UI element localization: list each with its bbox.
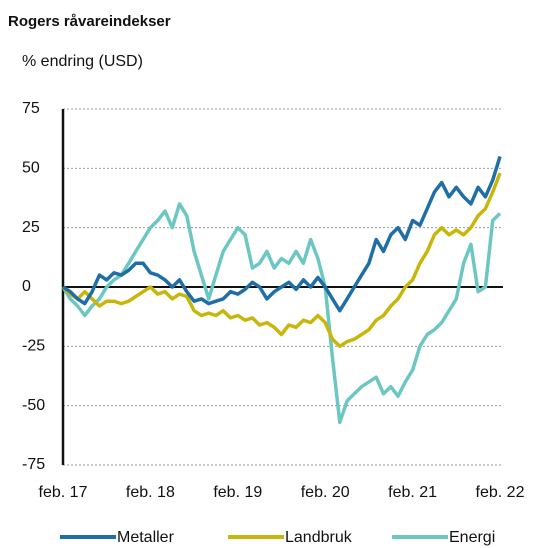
y-tick-label: 75 xyxy=(22,100,40,117)
y-tick-label: -75 xyxy=(22,456,45,473)
x-tick-label: feb. 17 xyxy=(39,484,88,501)
y-tick-label: -25 xyxy=(22,338,45,355)
x-tick-label: feb. 20 xyxy=(301,484,350,501)
x-tick-label: feb. 19 xyxy=(213,484,262,501)
legend-label: Landbruk xyxy=(285,529,353,546)
y-tick-label: 0 xyxy=(22,278,31,295)
x-tick-label: feb. 22 xyxy=(476,484,525,501)
series-line xyxy=(62,155,502,313)
y-tick-label: 25 xyxy=(22,219,40,236)
x-tick-label: feb. 21 xyxy=(388,484,437,501)
chart-title: Rogers råvareindekser xyxy=(8,13,171,30)
legend-label: Energi xyxy=(449,529,495,546)
y-tick-label: -50 xyxy=(22,397,45,414)
x-tick-label: feb. 18 xyxy=(126,484,175,501)
y-tick-label: 50 xyxy=(22,160,40,177)
series-line xyxy=(61,172,502,349)
legend-label: Metaller xyxy=(117,529,175,546)
series-line xyxy=(61,202,502,425)
chart-subtitle: % endring (USD) xyxy=(22,53,143,70)
